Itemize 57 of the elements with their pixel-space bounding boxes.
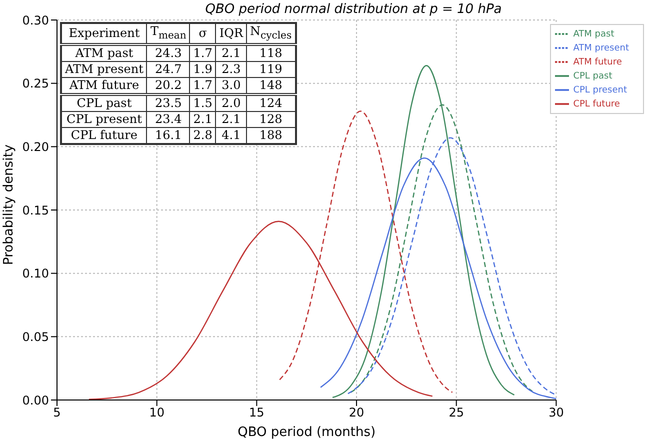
- annotation: 124: [246, 94, 296, 112]
- x-tick-label: 10: [149, 406, 164, 420]
- annotation: 20.2: [146, 78, 190, 95]
- annotation: 148: [246, 78, 296, 95]
- x-tick-label: 15: [249, 406, 264, 420]
- x-tick-label: 20: [348, 406, 364, 420]
- annotation: T$_{mean}$: [146, 23, 190, 45]
- chart-title: QBO period normal distribution at p = 10 hPa: [204, 2, 503, 17]
- annotation: 2.1: [216, 44, 246, 62]
- y-tick-label: 0.10: [22, 266, 49, 281]
- annotation: 24.3: [146, 44, 190, 62]
- y-tick-label: 0.15: [22, 203, 49, 218]
- x-tick-label: 5: [53, 406, 61, 420]
- annotation: 118: [246, 44, 296, 62]
- annotation: 119: [246, 62, 296, 78]
- y-axis-title: Probability density: [2, 144, 17, 265]
- annotation: 2.1: [216, 112, 246, 128]
- annotation: 24.7: [146, 62, 190, 78]
- annotation: 2.8: [190, 128, 216, 144]
- legend-label: ATM future: [573, 57, 622, 68]
- annotation: CPL past: [61, 94, 147, 112]
- annotation: 2.1: [190, 112, 216, 128]
- annotation: IQR: [216, 23, 246, 45]
- annotation: 1.7: [190, 78, 216, 95]
- annotation: 2.0: [216, 94, 246, 112]
- annotation: 188: [246, 128, 296, 144]
- annotation: 2.3: [216, 62, 246, 78]
- annotation: 4.1: [216, 128, 246, 144]
- y-tick-label: 0.25: [22, 76, 49, 91]
- y-tick-label: 0.05: [22, 330, 49, 344]
- annotation: ATM past: [61, 44, 147, 62]
- y-tick-label: 0.30: [22, 13, 49, 28]
- x-axis-title: QBO period (months): [238, 425, 376, 440]
- annotation: 1.7: [190, 44, 216, 62]
- annotation: 3.0: [216, 78, 246, 95]
- legend-label: CPL present: [573, 85, 628, 96]
- annotation: ATM future: [61, 78, 147, 95]
- annotation: 16.1: [146, 128, 190, 144]
- legend-label: CPL future: [573, 99, 620, 110]
- annotation: ATM present: [61, 62, 147, 78]
- legend-label: CPL past: [573, 71, 612, 82]
- x-tick-label: 30: [548, 406, 564, 420]
- annotation: 23.4: [146, 112, 190, 128]
- annotation: Experiment: [61, 23, 147, 45]
- y-tick-label: 0.20: [22, 140, 49, 154]
- x-tick-label: 25: [448, 406, 464, 420]
- legend-label: ATM past: [573, 29, 614, 40]
- annotation: σ: [190, 23, 216, 45]
- annotation: 128: [246, 112, 296, 128]
- y-tick-label: 0.00: [22, 393, 49, 408]
- annotation: CPL present: [61, 112, 147, 128]
- annotation: 1.9: [190, 62, 216, 78]
- legend-label: ATM present: [573, 43, 629, 54]
- annotation: 23.5: [146, 94, 190, 112]
- annotation: 1.5: [190, 94, 216, 112]
- annotation: CPL future: [61, 128, 147, 144]
- annotation: N$_{cycles}$: [246, 23, 296, 45]
